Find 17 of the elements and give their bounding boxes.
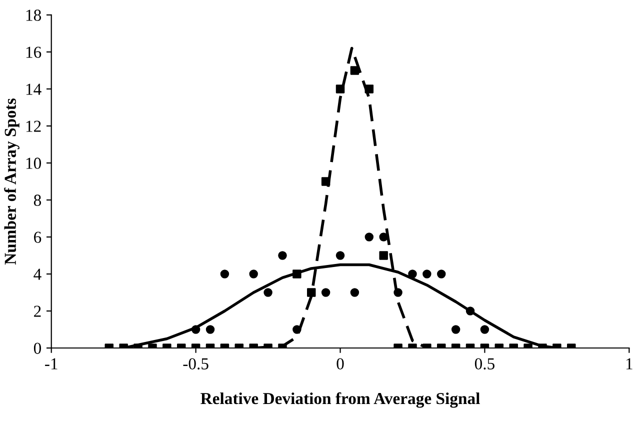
y-tick-label: 14 bbox=[26, 84, 42, 95]
y-tick-label: 6 bbox=[34, 232, 42, 243]
y-tick-label: 4 bbox=[34, 268, 42, 280]
x-tick-label: -1 bbox=[45, 358, 58, 370]
y-tick-label: 18 bbox=[26, 10, 41, 21]
y-axis-title: Number of Array Spots bbox=[4, 98, 20, 265]
x-tick-label: 0.5 bbox=[474, 358, 494, 370]
y-tick-label: 2 bbox=[34, 306, 41, 317]
x-tick-label: 0 bbox=[336, 358, 344, 370]
y-tick-label: 10 bbox=[26, 158, 41, 169]
y-tick-label: 0 bbox=[34, 342, 41, 354]
x-axis-title: Relative Deviation from Average Signal bbox=[200, 392, 480, 408]
x-tick-label: 1 bbox=[626, 358, 632, 370]
y-tick-label: 12 bbox=[26, 120, 41, 132]
y-tick-label: 8 bbox=[34, 194, 41, 206]
y-tick-label: 16 bbox=[26, 46, 42, 58]
x-tick-label: -0.5 bbox=[183, 358, 208, 370]
